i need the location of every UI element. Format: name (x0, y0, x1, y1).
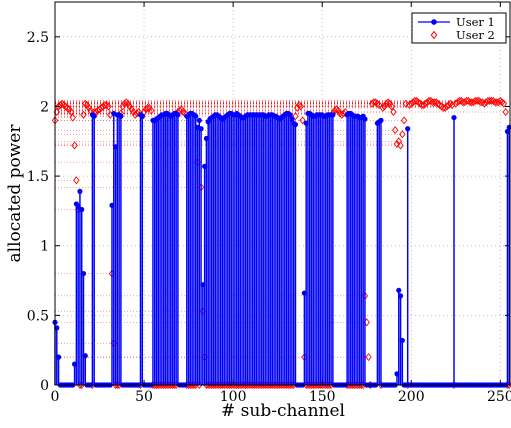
legend-user-1-marker (431, 19, 437, 25)
user-1-data-point (202, 164, 207, 169)
user-1-data-point (198, 126, 203, 131)
user-1-data-point (362, 116, 367, 121)
user-1-data-point (118, 114, 123, 119)
user-1-data-point (113, 144, 118, 149)
user-1-data-point (175, 112, 180, 117)
y-tick-label: 2 (40, 99, 49, 115)
user-1-data-point (140, 114, 145, 119)
user-1-data-point (304, 121, 309, 126)
y-tick-label: 2.5 (27, 30, 49, 46)
user-1-data-point (394, 371, 399, 376)
user-1-data-point (77, 189, 82, 194)
user-1-data-point (81, 271, 86, 276)
x-tick-label: 50 (135, 389, 153, 405)
user-1-data-point (83, 353, 88, 358)
user-1-data-point (302, 290, 307, 295)
x-axis-label: # sub-channel (221, 401, 345, 421)
y-tick-label: 0 (40, 378, 49, 394)
user-1-data-point (396, 288, 401, 293)
y-axis-label: allocated power (5, 124, 25, 263)
y-tick-label: 0.5 (27, 308, 49, 324)
user-1-data-point (398, 293, 403, 298)
user-1-data-point (79, 207, 84, 212)
user-1-data-point (109, 203, 114, 208)
y-tick-label: 1.5 (27, 169, 49, 185)
y-tick-label: 1 (40, 239, 49, 255)
user-1-data-point (204, 136, 209, 141)
user-1-data-point (72, 362, 77, 367)
x-tick-label: 250 (487, 389, 511, 405)
user-1-data-point (330, 112, 335, 117)
user-1-data-point (293, 122, 298, 127)
user-1-data-point (451, 115, 456, 120)
user-1-data-point (197, 118, 202, 123)
x-tick-label: 200 (398, 389, 425, 405)
user-1-data-point (405, 126, 410, 131)
user-1-data-point (56, 355, 61, 360)
user-1-data-point (378, 118, 383, 123)
legend-series-name: User 1 (456, 15, 495, 29)
user-1-data-point (200, 282, 205, 287)
x-tick-label: 0 (51, 389, 60, 405)
user-1-data-point (400, 338, 405, 343)
user-1-data-point (193, 114, 198, 119)
legend-series-name: User 2 (456, 28, 495, 42)
user-1-data-point (92, 114, 97, 119)
